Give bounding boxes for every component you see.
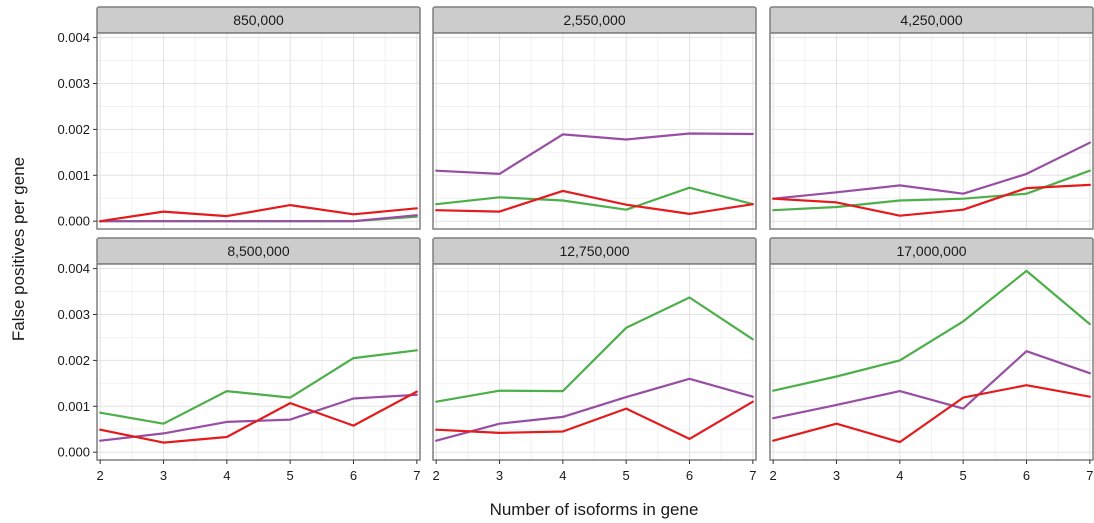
series-line bbox=[435, 400, 754, 440]
x-tick-label: 2 bbox=[97, 468, 104, 483]
series-line bbox=[99, 204, 418, 223]
panel-border bbox=[769, 32, 1094, 230]
x-tick-label: 6 bbox=[350, 468, 357, 483]
panel-border bbox=[432, 263, 757, 461]
x-tick-label: 7 bbox=[749, 468, 756, 483]
y-tick-label: 0.003 bbox=[57, 307, 90, 322]
series-line bbox=[772, 384, 1091, 444]
series-line bbox=[435, 296, 754, 403]
y-tick-label: 0.001 bbox=[57, 399, 90, 414]
series-line bbox=[99, 390, 418, 444]
series-line bbox=[435, 132, 754, 175]
panel-border bbox=[96, 32, 421, 230]
series-line bbox=[435, 377, 754, 442]
x-tick-label: 5 bbox=[623, 468, 630, 483]
panel-border bbox=[769, 263, 1094, 461]
x-tick-label: 7 bbox=[1086, 468, 1093, 483]
y-tick-label: 0.000 bbox=[57, 445, 90, 460]
facet-title: 8,500,000 bbox=[227, 243, 289, 259]
facet-title: 2,550,000 bbox=[563, 12, 625, 28]
facet-panel: 8,500,000 bbox=[96, 237, 421, 461]
facet-title: 12,750,000 bbox=[559, 243, 629, 259]
x-tick-label: 4 bbox=[896, 468, 903, 483]
x-tick-label: 5 bbox=[960, 468, 967, 483]
y-tick-label: 0.003 bbox=[57, 76, 90, 91]
series-line bbox=[435, 189, 754, 215]
facet-panel: 2,550,000 bbox=[432, 6, 757, 230]
x-tick-label: 2 bbox=[433, 468, 440, 483]
x-tick-label: 7 bbox=[413, 468, 420, 483]
x-tick-label: 4 bbox=[223, 468, 230, 483]
x-axis-title: Number of isoforms in gene bbox=[490, 500, 699, 519]
y-tick-label: 0.004 bbox=[57, 30, 90, 45]
x-tick-label: 6 bbox=[1023, 468, 1030, 483]
y-tick-label: 0.004 bbox=[57, 261, 90, 276]
series-line bbox=[435, 186, 754, 211]
y-axis-title: False positives per gene bbox=[9, 157, 28, 341]
series-line bbox=[99, 349, 418, 425]
y-tick-label: 0.000 bbox=[57, 214, 90, 229]
facet-panel: 17,000,000 bbox=[769, 237, 1094, 461]
y-tick-label: 0.001 bbox=[57, 168, 90, 183]
facet-panel: 4,250,000 bbox=[769, 6, 1094, 230]
series-line bbox=[99, 214, 418, 223]
series-line bbox=[772, 169, 1091, 212]
facet-panel: 850,000 bbox=[96, 6, 421, 230]
x-tick-label: 6 bbox=[686, 468, 693, 483]
series-line bbox=[772, 141, 1091, 200]
x-tick-label: 3 bbox=[496, 468, 503, 483]
y-tick-label: 0.002 bbox=[57, 122, 90, 137]
facet-title: 850,000 bbox=[233, 12, 284, 28]
facet-panel: 12,750,000 bbox=[432, 237, 757, 461]
series-line bbox=[772, 183, 1091, 217]
x-tick-label: 3 bbox=[833, 468, 840, 483]
series-line bbox=[772, 269, 1091, 392]
facet-title: 4,250,000 bbox=[900, 12, 962, 28]
series-line bbox=[772, 350, 1091, 420]
panel-border bbox=[432, 32, 757, 230]
x-tick-label: 2 bbox=[770, 468, 777, 483]
y-tick-label: 0.002 bbox=[57, 353, 90, 368]
panel-border bbox=[96, 263, 421, 461]
facet-title: 17,000,000 bbox=[896, 243, 966, 259]
x-tick-label: 4 bbox=[559, 468, 566, 483]
x-tick-label: 5 bbox=[287, 468, 294, 483]
x-tick-label: 3 bbox=[160, 468, 167, 483]
